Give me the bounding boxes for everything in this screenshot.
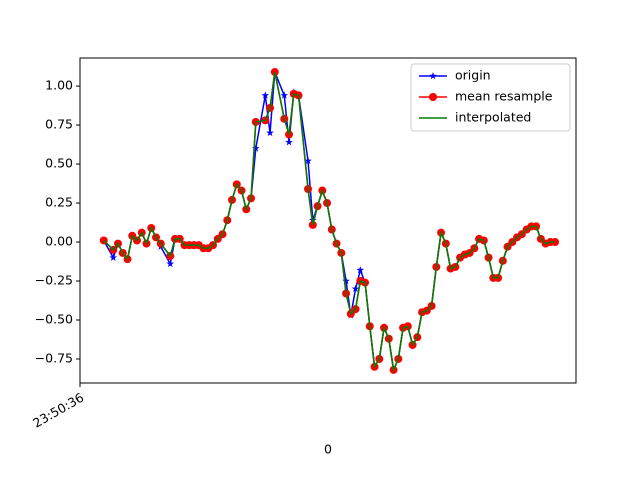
marker [342,277,350,285]
marker [304,156,312,165]
marker [356,266,365,274]
x-tick-label: 23:50:36 [30,390,86,431]
marker [280,91,289,99]
y-tick-label: 1.00 [45,78,73,93]
marker [266,128,274,137]
marker [166,259,175,268]
y-tick-label: 0.75 [45,117,73,132]
y-tick-label: 0.00 [45,234,73,249]
marker [251,144,260,152]
y-tick-label: 0.25 [45,195,73,210]
marker [261,91,270,99]
marker [285,138,293,146]
legend-box [410,63,571,132]
plot-frame [79,57,577,384]
marker [351,284,360,293]
legend: origin mean resample interpolated [410,63,571,132]
series-line [103,71,556,373]
marker [109,253,118,261]
y-tick-label: −0.25 [35,273,73,288]
x-axis-label: 0 [324,442,332,457]
legend-label: mean resample [455,89,553,104]
legend-marker [429,72,437,80]
y-tick-label: −0.75 [35,350,73,365]
y-tick-label: −0.50 [35,311,73,326]
y-tick-label: 0.50 [45,156,73,171]
legend-label: interpolated [455,110,531,125]
legend-marker [429,93,437,101]
legend-label: origin [455,68,491,83]
